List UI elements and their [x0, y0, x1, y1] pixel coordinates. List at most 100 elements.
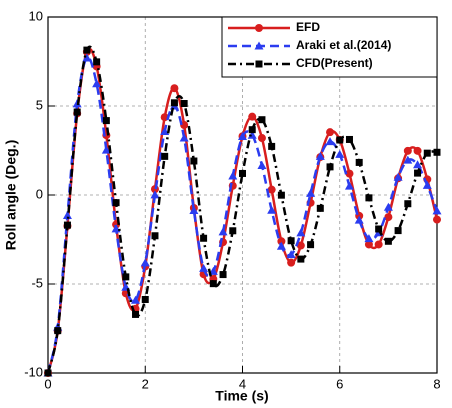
data-point [404, 200, 412, 208]
data-point [219, 271, 227, 279]
data-point [161, 152, 169, 160]
x-axis-title: Time (s) [215, 388, 268, 404]
data-point [199, 263, 209, 272]
data-point [433, 148, 441, 156]
data-point [112, 199, 120, 207]
data-point [365, 194, 373, 202]
data-point [257, 160, 267, 169]
data-point [326, 128, 335, 137]
y-axis-title: Roll angle (Deg.) [3, 140, 19, 250]
data-point [375, 225, 383, 233]
data-point [287, 258, 296, 267]
data-point [189, 205, 199, 214]
data-point [403, 146, 412, 155]
data-point [296, 228, 306, 237]
data-point [83, 46, 91, 54]
data-point [151, 232, 159, 240]
data-point [384, 237, 392, 245]
data-point [228, 171, 238, 180]
legend-marker [254, 41, 264, 50]
data-point [307, 241, 315, 249]
data-point [354, 215, 364, 224]
x-tick-label: 4 [239, 376, 246, 391]
data-point [140, 258, 150, 267]
data-point [344, 181, 354, 190]
data-point [92, 79, 102, 88]
legend-marker [255, 24, 263, 32]
data-point [364, 234, 374, 243]
data-point [257, 134, 266, 143]
data-point [296, 241, 305, 250]
data-point [355, 158, 363, 166]
data-point [345, 169, 354, 178]
data-point [247, 130, 257, 139]
data-point [190, 157, 198, 165]
data-point [170, 84, 179, 93]
data-point [122, 273, 130, 281]
data-point [364, 240, 373, 249]
data-point [286, 250, 296, 259]
data-point [170, 99, 178, 107]
legend: EFD Araki et al.(2014) CFD(Present) [221, 16, 438, 78]
data-point [384, 213, 393, 222]
data-point [306, 188, 316, 197]
data-point [209, 280, 217, 288]
data-point [325, 137, 335, 146]
data-point [132, 310, 140, 318]
data-point [93, 58, 101, 66]
data-point [276, 241, 286, 250]
data-point [180, 100, 188, 108]
data-point [403, 155, 413, 164]
x-tick-label: 2 [142, 376, 149, 391]
data-point [218, 227, 228, 236]
data-point [267, 205, 277, 214]
data-point [150, 190, 160, 199]
data-point [277, 237, 286, 246]
legend-marker [255, 60, 263, 68]
data-point [141, 295, 149, 303]
y-tick-label: -10 [24, 364, 43, 379]
data-point [383, 202, 393, 211]
legend-label: Araki et al.(2014) [296, 38, 391, 52]
data-point [238, 131, 247, 140]
x-tick-label: 6 [336, 376, 343, 391]
legend-label: EFD [296, 20, 320, 34]
data-point [73, 108, 81, 116]
data-point [413, 146, 422, 155]
data-point [54, 327, 62, 335]
data-point [315, 151, 325, 160]
data-point [433, 215, 441, 224]
data-point [63, 221, 71, 229]
data-point [179, 133, 189, 142]
data-point [268, 142, 276, 150]
data-point [316, 204, 324, 212]
data-point [258, 116, 266, 124]
data-point [413, 160, 423, 169]
data-point [287, 237, 295, 245]
data-point [423, 149, 431, 157]
data-point [422, 180, 432, 189]
y-tick-label: 0 [36, 186, 43, 201]
legend-label: CFD(Present) [296, 56, 373, 70]
data-point [239, 169, 246, 177]
data-point [248, 126, 256, 134]
data-point [432, 206, 442, 215]
y-tick-label: 5 [36, 97, 43, 112]
data-point [229, 227, 237, 235]
data-point [336, 136, 344, 144]
data-point [267, 185, 276, 194]
x-tick-label: 8 [433, 376, 440, 391]
data-point [326, 163, 334, 171]
x-tick-label: 0 [44, 376, 51, 391]
data-point [131, 295, 141, 304]
data-point [335, 149, 345, 158]
data-point [101, 145, 111, 154]
data-point [374, 240, 383, 249]
data-point [62, 210, 72, 219]
data-point [393, 172, 403, 181]
data-point [200, 234, 208, 242]
data-point [394, 227, 402, 235]
data-point [345, 135, 353, 143]
y-tick-label: -5 [31, 275, 43, 290]
